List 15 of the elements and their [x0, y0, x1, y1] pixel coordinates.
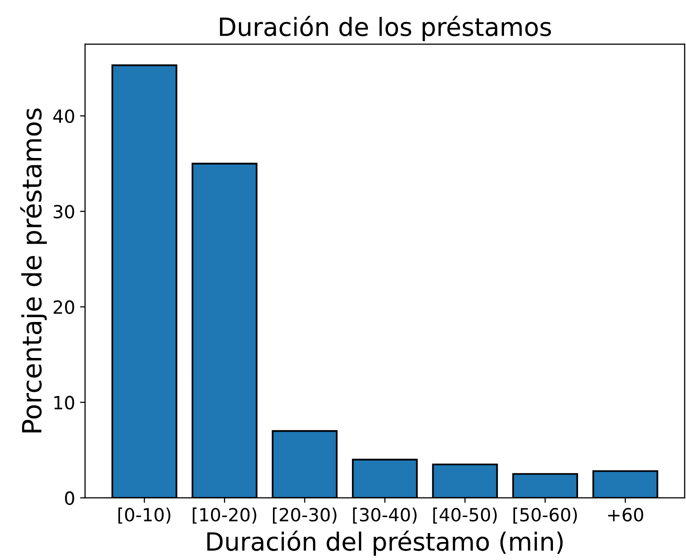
x-tick-label: [0-10) — [118, 508, 170, 524]
x-tick-label: [30-40) — [353, 508, 417, 524]
x-axis-title: Duración del préstamo (min) — [207, 530, 563, 556]
chart-title: Duración de los préstamos — [220, 16, 551, 42]
y-tick-label: 40 — [53, 109, 74, 123]
y-tick-label: 10 — [54, 396, 74, 410]
x-tick-label: [10-20) — [192, 508, 256, 524]
x-tick-label: [40-50) — [433, 508, 497, 524]
y-tick-label: 20 — [54, 300, 74, 314]
y-tick-label: 30 — [54, 204, 74, 218]
x-tick-label: +60 — [608, 508, 644, 522]
y-axis-title: Porcentaje de préstamos — [20, 108, 47, 432]
x-tick-label: [50-60) — [513, 508, 577, 524]
y-tick-label: 0 — [65, 491, 74, 505]
x-tick-label: [20-30) — [272, 508, 336, 524]
